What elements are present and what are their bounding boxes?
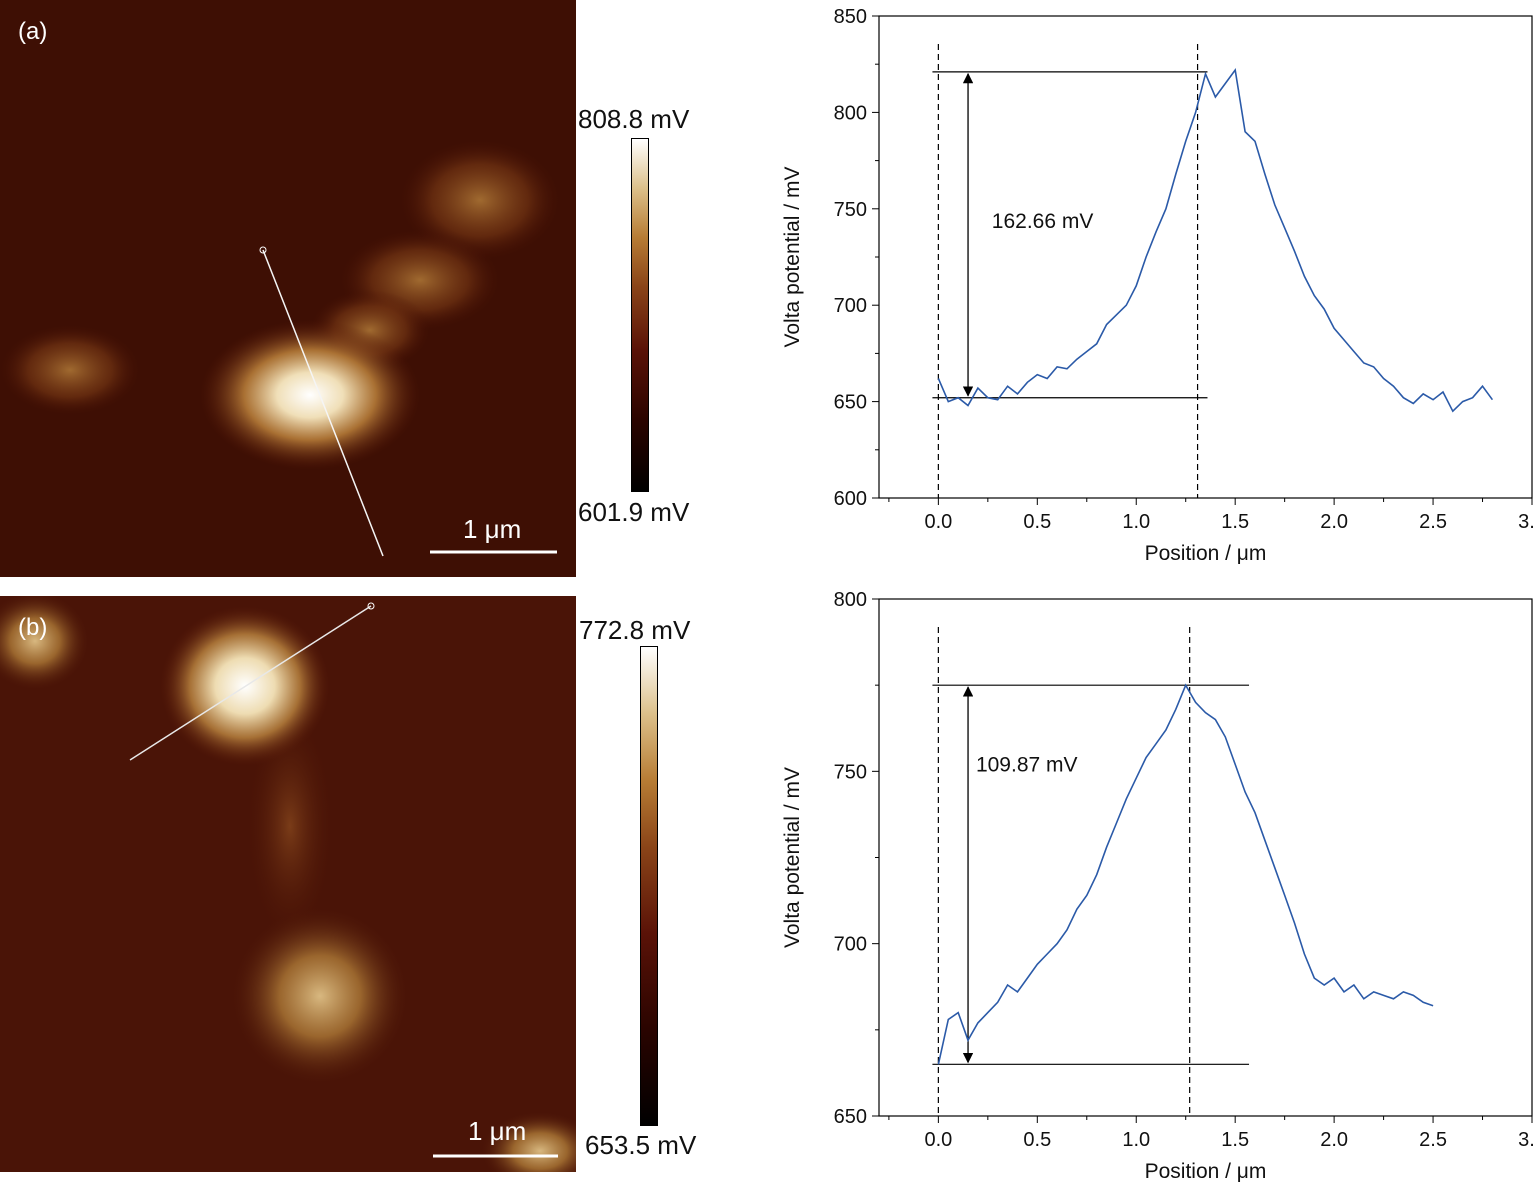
- colorbar-a: [631, 138, 649, 492]
- y-axis-label: Volta potential / mV: [781, 767, 804, 948]
- kpfm-map-b: (b) 1 μm: [0, 596, 576, 1172]
- panel-label-b: (b): [18, 614, 48, 641]
- y-tick-label: 800: [834, 589, 867, 611]
- colorbar-max-b: 772.8 mV: [579, 615, 691, 645]
- x-tick-label: 3.0: [1518, 1129, 1534, 1151]
- plot-frame: [878, 598, 1533, 1117]
- x-tick-label: 0.0: [924, 1129, 952, 1151]
- x-tick-label: 0.5: [1023, 1129, 1051, 1151]
- y-tick-label: 650: [834, 1106, 867, 1128]
- x-tick-label: 2.0: [1320, 511, 1348, 533]
- line-chart-a: 0.0 0.5 1.0 1.5 2.0 2.5 3.0 600 650 700 750 800 850 P…: [781, 6, 1534, 565]
- kpfm-map-a: (a) 1 μm: [0, 0, 576, 577]
- y-tick-label: 700: [834, 295, 867, 317]
- x-axis-label: Position / μm: [1145, 542, 1267, 565]
- y-tick-label: 750: [834, 761, 867, 783]
- line-chart-b: 0.0 0.5 1.0 1.5 2.0 2.5 3.0 650 700 750 800 Positio…: [781, 589, 1534, 1183]
- x-tick-label: 2.0: [1320, 1129, 1348, 1151]
- y-tick-label: 700: [834, 934, 867, 956]
- colorbar-b: [640, 646, 658, 1126]
- volta-potential-series: [937, 67, 1494, 413]
- x-tick-label: 1.0: [1122, 1129, 1150, 1151]
- plot-frame: [878, 15, 1533, 499]
- colorbar-min-a: 601.9 mV: [578, 497, 690, 527]
- y-tick-label: 600: [834, 488, 867, 510]
- difference-annotation: 109.87 mV: [976, 753, 1078, 776]
- y-tick-label: 850: [834, 6, 867, 28]
- colorbar-max-a: 808.8 mV: [578, 104, 690, 134]
- x-tick-label: 2.5: [1419, 511, 1447, 533]
- x-tick-label: 2.5: [1419, 1129, 1447, 1151]
- scalebar-label-a: 1 μm: [463, 514, 522, 544]
- y-tick-label: 750: [834, 199, 867, 221]
- difference-annotation: 162.66 mV: [992, 210, 1094, 233]
- volta-potential-series: [937, 683, 1434, 1065]
- kpfm-map-b-image: [0, 596, 576, 1172]
- y-tick-label: 650: [834, 392, 867, 414]
- y-tick-label: 800: [834, 102, 867, 124]
- x-axis-label: Position / μm: [1145, 1160, 1267, 1183]
- panel-label-a: (a): [18, 18, 48, 45]
- x-tick-label: 1.5: [1221, 511, 1249, 533]
- y-axis-label: Volta potential / mV: [781, 167, 804, 348]
- x-tick-label: 3.0: [1518, 511, 1534, 533]
- kpfm-map-a-image: [0, 0, 576, 577]
- x-tick-label: 0.0: [924, 511, 952, 533]
- x-tick-label: 0.5: [1023, 511, 1051, 533]
- colorbar-min-b: 653.5 mV: [585, 1130, 697, 1160]
- x-tick-label: 1.5: [1221, 1129, 1249, 1151]
- x-tick-label: 1.0: [1122, 511, 1150, 533]
- scalebar-label-b: 1 μm: [468, 1116, 527, 1146]
